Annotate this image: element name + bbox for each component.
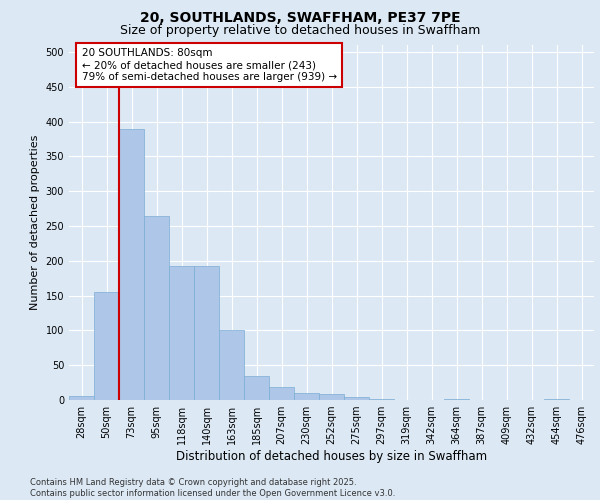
Text: 20 SOUTHLANDS: 80sqm
← 20% of detached houses are smaller (243)
79% of semi-deta: 20 SOUTHLANDS: 80sqm ← 20% of detached h… bbox=[82, 48, 337, 82]
Bar bbox=[169, 266, 194, 400]
Bar bbox=[319, 394, 344, 400]
Bar bbox=[344, 397, 369, 400]
Bar bbox=[244, 376, 269, 400]
Text: Contains HM Land Registry data © Crown copyright and database right 2025.
Contai: Contains HM Land Registry data © Crown c… bbox=[30, 478, 395, 498]
Bar bbox=[69, 396, 94, 400]
Bar bbox=[94, 292, 119, 400]
Y-axis label: Number of detached properties: Number of detached properties bbox=[30, 135, 40, 310]
Text: 20, SOUTHLANDS, SWAFFHAM, PE37 7PE: 20, SOUTHLANDS, SWAFFHAM, PE37 7PE bbox=[140, 11, 460, 25]
Bar bbox=[269, 387, 294, 400]
Bar bbox=[294, 393, 319, 400]
Bar bbox=[194, 266, 219, 400]
Bar bbox=[219, 330, 244, 400]
Text: Size of property relative to detached houses in Swaffham: Size of property relative to detached ho… bbox=[120, 24, 480, 37]
Bar bbox=[119, 128, 144, 400]
X-axis label: Distribution of detached houses by size in Swaffham: Distribution of detached houses by size … bbox=[176, 450, 487, 463]
Bar bbox=[144, 216, 169, 400]
